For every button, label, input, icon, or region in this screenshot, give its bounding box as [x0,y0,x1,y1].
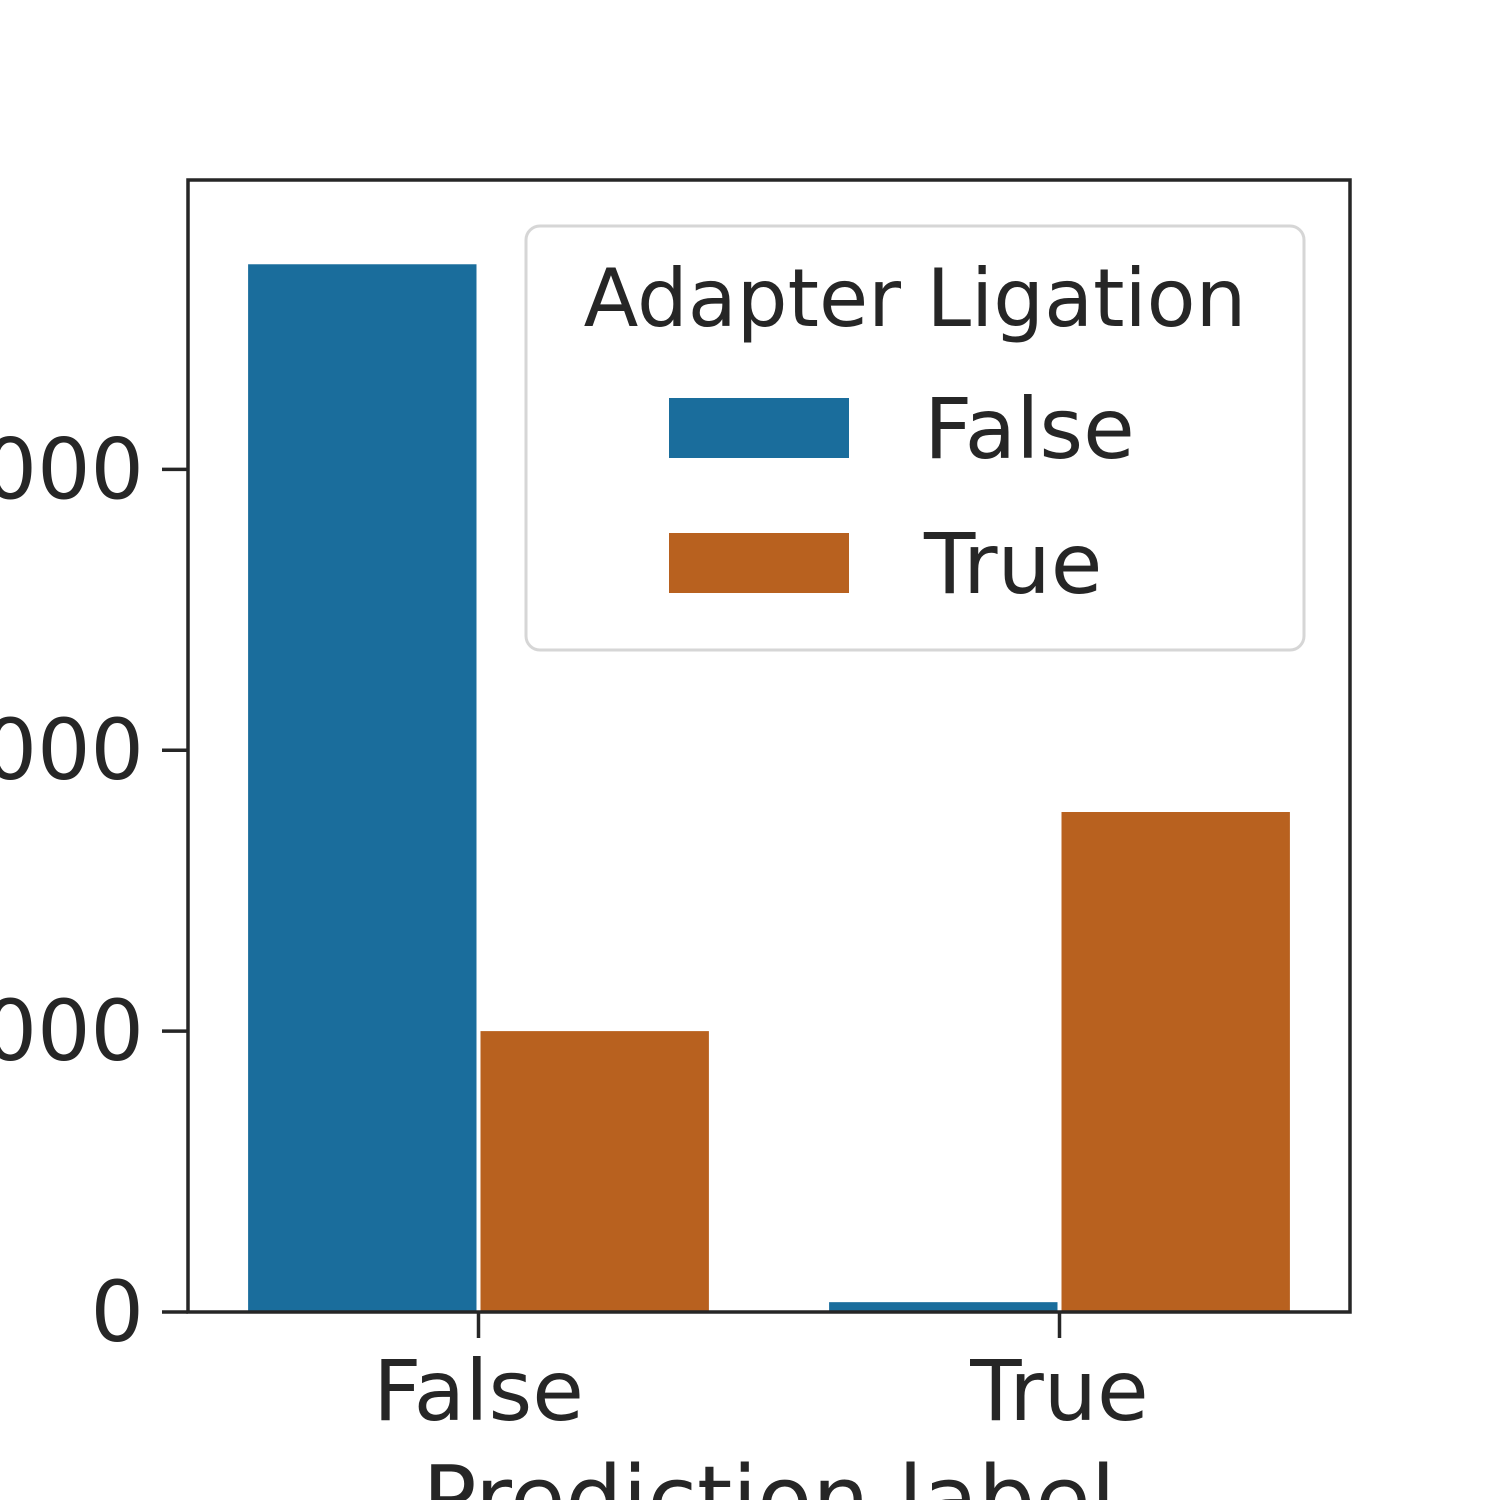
x-axis-label: Prediction label [422,1447,1115,1500]
bar-false-series-false [248,264,477,1313]
y-tick-label: 0 [91,1263,144,1361]
plot-frame [186,178,1352,1314]
legend-label-true: True [923,515,1102,613]
bar-true-series-false [829,1302,1058,1312]
legend-title: Adapter Ligation [584,252,1247,345]
x-tick-label: True [969,1342,1148,1440]
bar-true-series-true [1061,812,1290,1312]
y-tick-label: 000 [0,982,144,1080]
legend-label-false: False [924,380,1135,478]
bars-layer [248,264,1290,1313]
y-tick-label: 000 [0,420,144,518]
legend-swatch-true [669,533,849,593]
y-tick-label: 000 [0,701,144,799]
bar-false-series-true [480,1031,709,1312]
legend: Adapter Ligation False True [524,224,1306,652]
legend-swatch-false [669,398,849,458]
x-tick-label: False [373,1342,584,1440]
